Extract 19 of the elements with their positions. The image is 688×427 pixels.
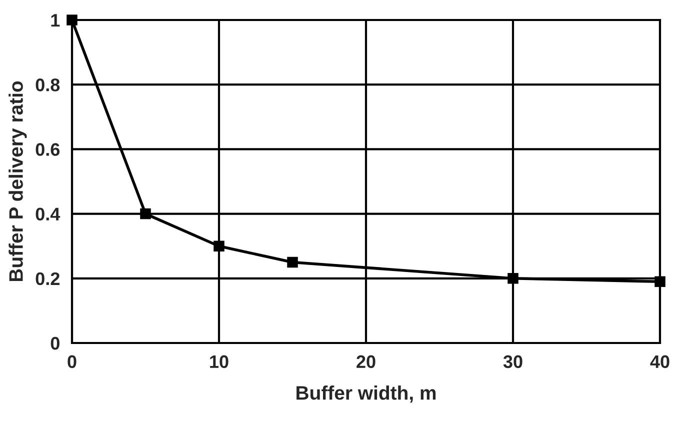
y-tick-label: 0 xyxy=(50,336,60,350)
point xyxy=(508,273,518,284)
y-axis-title: Buffer P delivery ratio xyxy=(8,81,27,282)
point xyxy=(214,240,224,252)
x-tick-label: 40 xyxy=(650,355,670,368)
y-tick-label: 1 xyxy=(51,14,60,27)
y-tick-label: 0.8 xyxy=(36,78,60,92)
point xyxy=(66,14,78,26)
x-axis-title: Buffer width, m xyxy=(296,386,436,403)
point xyxy=(654,276,666,288)
x-tick-label: 30 xyxy=(503,355,522,368)
x-tick-label: 20 xyxy=(356,355,376,368)
x-tick-label: 0 xyxy=(68,355,76,368)
y-tick-label: 0.6 xyxy=(36,143,60,156)
point xyxy=(287,256,298,268)
x-tick-label: 10 xyxy=(210,355,228,368)
y-tick-label: 0.4 xyxy=(36,208,60,221)
y-tick-label: 0.2 xyxy=(36,272,60,286)
point xyxy=(140,208,151,220)
